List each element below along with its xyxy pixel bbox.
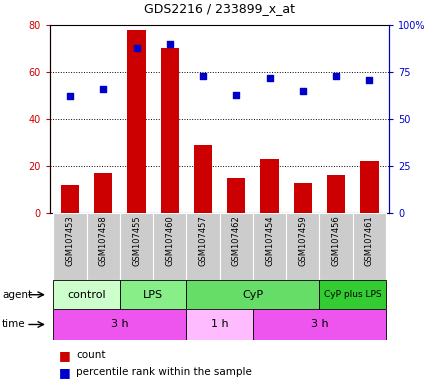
Bar — [359, 161, 378, 213]
Text: time: time — [2, 319, 26, 329]
Text: GSM107461: GSM107461 — [364, 215, 373, 266]
Bar — [319, 280, 385, 309]
Bar — [186, 213, 219, 280]
Text: ■: ■ — [59, 366, 70, 379]
Bar — [153, 213, 186, 280]
Bar — [319, 213, 352, 280]
Text: LPS: LPS — [143, 290, 163, 300]
Bar — [186, 280, 319, 309]
Bar — [86, 213, 120, 280]
Point — [99, 86, 106, 92]
Bar — [53, 213, 86, 280]
Text: GSM107454: GSM107454 — [264, 215, 273, 266]
Text: GSM107453: GSM107453 — [66, 215, 74, 266]
Bar — [94, 173, 112, 213]
Bar — [227, 178, 245, 213]
Bar — [219, 213, 252, 280]
Text: count: count — [76, 350, 105, 360]
Text: percentile rank within the sample: percentile rank within the sample — [76, 367, 251, 377]
Bar — [194, 145, 212, 213]
Text: CyP: CyP — [242, 290, 263, 300]
Bar — [293, 182, 311, 213]
Point — [266, 74, 273, 81]
Text: GSM107462: GSM107462 — [231, 215, 240, 266]
Text: 3 h: 3 h — [310, 319, 328, 329]
Text: GSM107456: GSM107456 — [331, 215, 340, 266]
Text: GSM107455: GSM107455 — [132, 215, 141, 266]
Point — [232, 91, 239, 98]
Text: GDS2216 / 233899_x_at: GDS2216 / 233899_x_at — [144, 2, 295, 15]
Bar — [252, 213, 286, 280]
Text: 1 h: 1 h — [210, 319, 228, 329]
Bar — [326, 175, 345, 213]
Text: CyP plus LPS: CyP plus LPS — [323, 290, 381, 299]
Text: control: control — [67, 290, 106, 300]
Text: GSM107457: GSM107457 — [198, 215, 207, 266]
Bar — [352, 213, 385, 280]
Point — [66, 93, 73, 99]
Text: GSM107459: GSM107459 — [298, 215, 307, 266]
Text: GSM107458: GSM107458 — [99, 215, 108, 266]
Text: ■: ■ — [59, 349, 70, 362]
Point — [299, 88, 306, 94]
Bar — [260, 159, 278, 213]
Bar — [286, 213, 319, 280]
Bar — [120, 280, 186, 309]
Bar — [53, 280, 120, 309]
Bar — [53, 309, 186, 340]
Bar — [61, 185, 79, 213]
Bar — [120, 213, 153, 280]
Point — [365, 76, 372, 83]
Bar — [252, 309, 385, 340]
Bar — [160, 48, 178, 213]
Text: GSM107460: GSM107460 — [165, 215, 174, 266]
Bar — [186, 309, 252, 340]
Point — [199, 73, 206, 79]
Point — [166, 41, 173, 47]
Bar — [127, 30, 145, 213]
Point — [133, 45, 140, 51]
Text: agent: agent — [2, 290, 32, 300]
Text: 3 h: 3 h — [111, 319, 128, 329]
Point — [332, 73, 339, 79]
